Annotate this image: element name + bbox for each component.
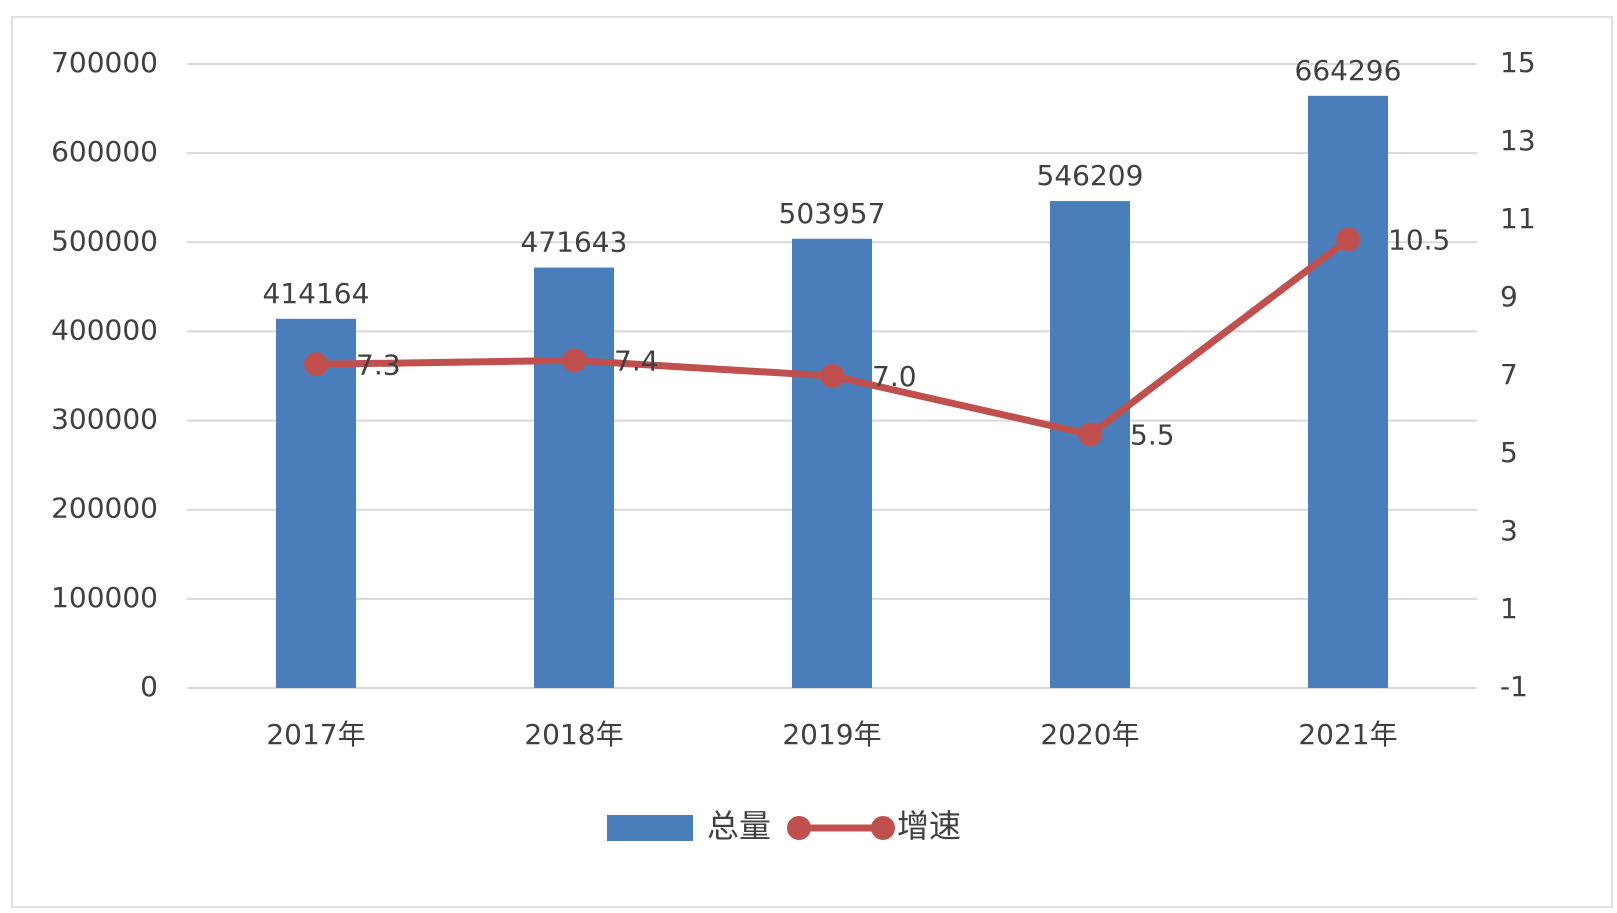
y2-tick-label: 9 [1500,280,1518,313]
y2-tick-label: 3 [1500,514,1518,547]
bar [792,238,872,688]
line-marker [1078,422,1102,447]
data-label: 664296 [1295,54,1402,87]
line-marker [1336,227,1360,252]
line-marker [820,364,844,388]
y-tick-label: 400000 [51,313,158,346]
x-tick-label: 2019年 [782,718,881,751]
legend-label: 总量 [707,807,771,845]
data-label: 471643 [521,226,628,259]
legend-label: 增速 [897,807,961,845]
bar [534,267,614,688]
y-tick-label: 100000 [51,581,158,614]
data-label: 546209 [1037,159,1144,192]
y2-tick-label: 5 [1500,436,1518,469]
data-label: 7.0 [872,360,917,393]
data-label: 7.4 [614,344,659,377]
y2-tick-label: 7 [1500,358,1518,391]
data-label: 10.5 [1388,224,1450,257]
data-label: 7.3 [356,348,401,381]
y-tick-label: 300000 [51,403,158,436]
legend-swatch [607,815,693,841]
y-tick-label: 500000 [51,224,158,257]
x-tick-label: 2018年 [524,718,623,751]
line-marker [304,352,328,377]
y-tick-label: 0 [140,670,158,703]
bar [276,318,356,688]
bar [1308,95,1388,688]
y-tick-label: 600000 [51,135,158,168]
data-label: 414164 [263,277,370,310]
legend-swatch [787,816,811,840]
line-marker [562,348,586,373]
y2-tick-label: -1 [1500,670,1528,703]
y-tick-label: 200000 [51,492,158,525]
y-tick-label: 700000 [51,46,158,79]
y2-tick-label: 1 [1500,592,1518,625]
y2-tick-label: 15 [1500,46,1536,79]
x-tick-label: 2020年 [1040,718,1139,751]
y2-tick-label: 11 [1500,202,1536,235]
x-tick-label: 2017年 [266,718,365,751]
x-tick-label: 2021年 [1298,718,1397,751]
y2-tick-label: 13 [1500,124,1536,157]
legend-swatch [871,816,895,840]
data-label: 5.5 [1130,419,1175,452]
data-label: 503957 [779,197,886,230]
